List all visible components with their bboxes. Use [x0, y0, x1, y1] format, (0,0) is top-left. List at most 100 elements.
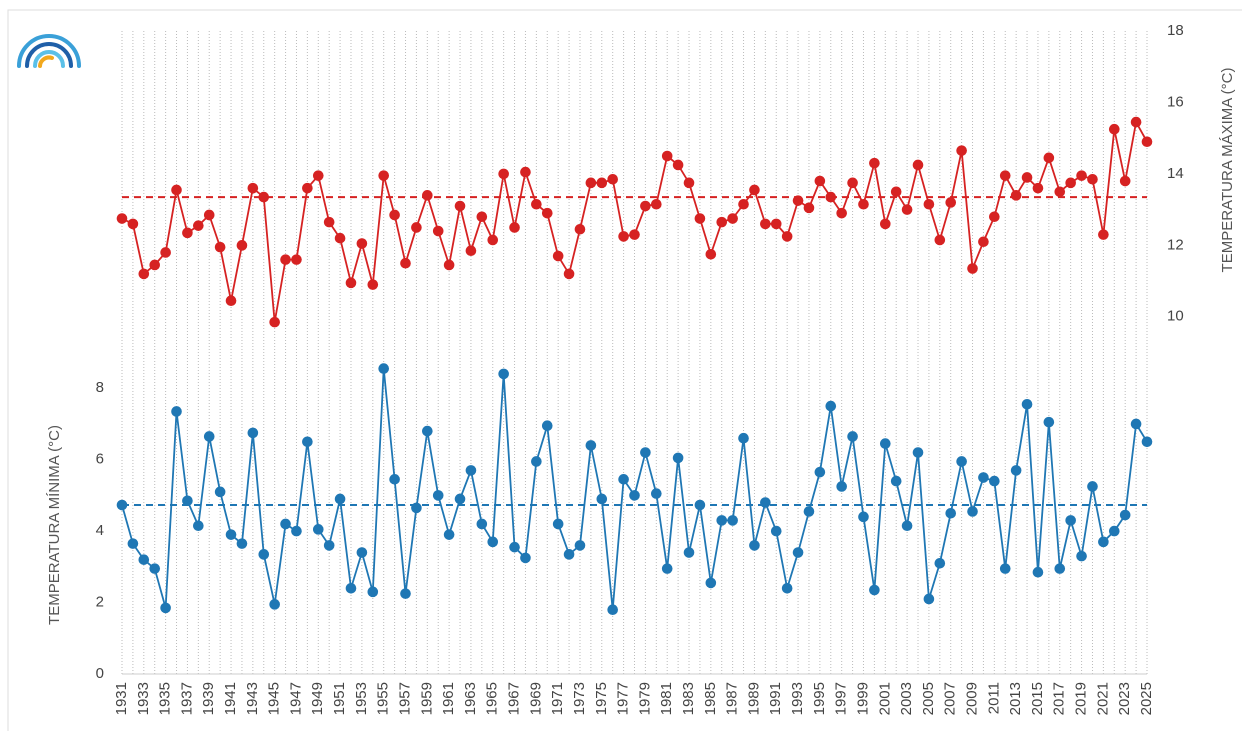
- data-point: [923, 593, 935, 605]
- data-point: [520, 166, 531, 178]
- data-point: [836, 207, 847, 219]
- data-point: [596, 177, 608, 189]
- data-point: [890, 475, 902, 487]
- data-point: [432, 490, 444, 501]
- data-point: [454, 493, 466, 505]
- x-tick-label: 1945: [266, 682, 283, 715]
- data-point: [683, 177, 695, 189]
- data-point: [847, 431, 858, 442]
- data-point: [934, 557, 946, 569]
- data-point: [727, 515, 738, 526]
- data-point: [422, 425, 433, 437]
- data-point: [476, 211, 488, 223]
- data-point: [389, 474, 400, 485]
- data-point: [585, 440, 597, 451]
- data-point: [487, 536, 499, 548]
- data-point: [323, 216, 335, 228]
- data-point: [978, 236, 989, 248]
- data-point: [770, 525, 782, 537]
- data-point: [345, 277, 357, 289]
- data-point: [803, 506, 815, 517]
- data-point: [149, 259, 161, 271]
- data-point: [552, 518, 564, 530]
- data-point: [672, 159, 684, 171]
- x-tick-label: 2023: [1116, 682, 1133, 715]
- data-point: [574, 540, 586, 551]
- y-tick-label: 6: [96, 451, 104, 468]
- data-point: [1119, 175, 1131, 187]
- data-point: [792, 547, 804, 558]
- x-tick-label: 1969: [527, 682, 544, 715]
- data-point: [738, 432, 749, 444]
- data-point: [356, 547, 368, 558]
- data-point: [738, 198, 749, 210]
- series-line: [121, 368, 1148, 610]
- data-point: [563, 549, 575, 560]
- data-point: [236, 538, 248, 549]
- data-point: [858, 198, 869, 210]
- data-point: [389, 209, 400, 221]
- data-point: [694, 213, 706, 224]
- data-point: [1076, 170, 1087, 181]
- data-point: [683, 547, 695, 558]
- y2-tick-label: 12: [1167, 236, 1184, 253]
- data-point: [247, 427, 259, 439]
- x-tick-label: 1961: [440, 682, 457, 715]
- x-tick-label: 1955: [375, 682, 392, 715]
- data-point: [509, 541, 520, 553]
- data-point: [1021, 398, 1033, 410]
- data-point: [149, 563, 161, 574]
- x-tick-label: 1935: [157, 682, 174, 715]
- data-point: [1141, 436, 1153, 448]
- x-tick-label: 1951: [331, 682, 348, 715]
- data-point: [1130, 418, 1142, 430]
- x-tick-label: 1973: [571, 682, 588, 715]
- data-point: [607, 173, 618, 185]
- data-point: [182, 227, 193, 239]
- x-tick-label: 1983: [680, 682, 697, 715]
- data-point: [498, 368, 509, 380]
- data-point: [498, 168, 509, 180]
- data-point: [967, 506, 978, 517]
- data-point: [1032, 182, 1044, 194]
- data-point: [214, 241, 226, 253]
- data-point: [890, 186, 902, 198]
- data-point: [1021, 172, 1033, 183]
- x-tick-label: 1987: [724, 682, 741, 715]
- data-point: [934, 234, 946, 246]
- data-point: [989, 475, 1000, 487]
- data-point: [193, 520, 204, 532]
- data-point: [531, 456, 542, 467]
- data-point: [160, 247, 171, 258]
- data-point: [280, 518, 291, 530]
- data-point: [312, 524, 324, 535]
- data-point: [705, 577, 717, 589]
- data-point: [291, 254, 302, 265]
- x-tick-label: 2009: [964, 682, 981, 715]
- x-tick-label: 2015: [1029, 682, 1046, 715]
- x-tick-label: 1997: [833, 682, 850, 715]
- data-point: [280, 254, 291, 265]
- x-tick-label: 2005: [920, 682, 937, 715]
- data-point: [160, 602, 171, 614]
- data-point: [269, 316, 280, 328]
- x-tick-label: 2011: [985, 682, 1002, 714]
- data-point: [945, 197, 957, 208]
- data-point: [520, 552, 531, 564]
- y-tick-label: 8: [96, 379, 104, 396]
- data-point: [432, 225, 444, 237]
- data-point: [574, 223, 586, 235]
- data-point: [323, 540, 335, 551]
- x-tick-label: 1981: [658, 682, 675, 715]
- data-point: [116, 499, 128, 511]
- data-point: [956, 145, 967, 156]
- data-point: [879, 218, 891, 230]
- x-tick-label: 1993: [789, 682, 806, 715]
- data-point: [127, 218, 139, 230]
- data-point: [378, 363, 390, 374]
- data-point: [367, 586, 379, 598]
- data-point: [258, 549, 270, 560]
- data-point: [1065, 177, 1076, 189]
